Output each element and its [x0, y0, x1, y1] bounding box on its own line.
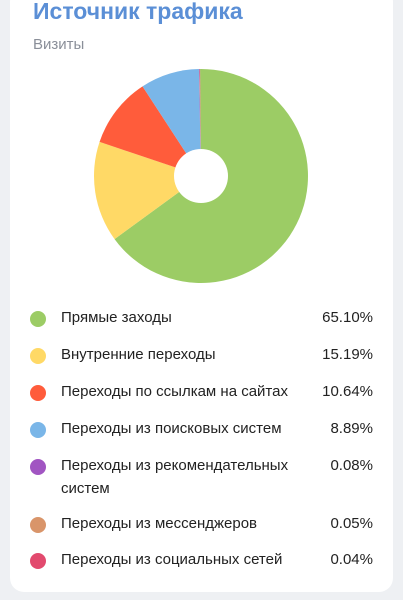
legend-label: Внутренние переходы: [61, 346, 216, 363]
page-title: Источник трафика: [33, 0, 243, 24]
legend-color-dot: [30, 517, 46, 533]
legend-value: 8.89%: [330, 420, 373, 437]
legend-color-dot: [30, 311, 46, 327]
legend-label: Переходы из поисковых систем: [61, 420, 282, 437]
legend-color-dot: [30, 422, 46, 438]
legend-value: 15.19%: [322, 346, 373, 363]
pie-slice[interactable]: [93, 141, 201, 240]
legend-value: 0.04%: [330, 551, 373, 568]
legend-color-dot: [30, 385, 46, 401]
legend-color-dot: [30, 553, 46, 569]
legend-value: 65.10%: [322, 309, 373, 326]
legend-label: Переходы из рекомендательных систем: [61, 457, 289, 497]
legend-label: Переходы из мессенджеров: [61, 515, 258, 532]
legend-value: 0.08%: [330, 457, 373, 474]
legend-value: 0.05%: [330, 515, 373, 532]
legend-label: Прямые заходы: [61, 309, 172, 326]
legend-label: Переходы из социальных сетей: [61, 551, 283, 568]
donut-hole: [174, 149, 228, 203]
metric-subtitle: Визиты: [33, 36, 85, 53]
legend-label: Переходы по ссылкам на сайтах: [61, 383, 288, 400]
pie-slice[interactable]: [99, 86, 201, 176]
donut-chart: [93, 68, 308, 283]
legend-value: 10.64%: [322, 383, 373, 400]
pie-slice[interactable]: [142, 69, 201, 176]
legend-color-dot: [30, 459, 46, 475]
legend-color-dot: [30, 348, 46, 364]
